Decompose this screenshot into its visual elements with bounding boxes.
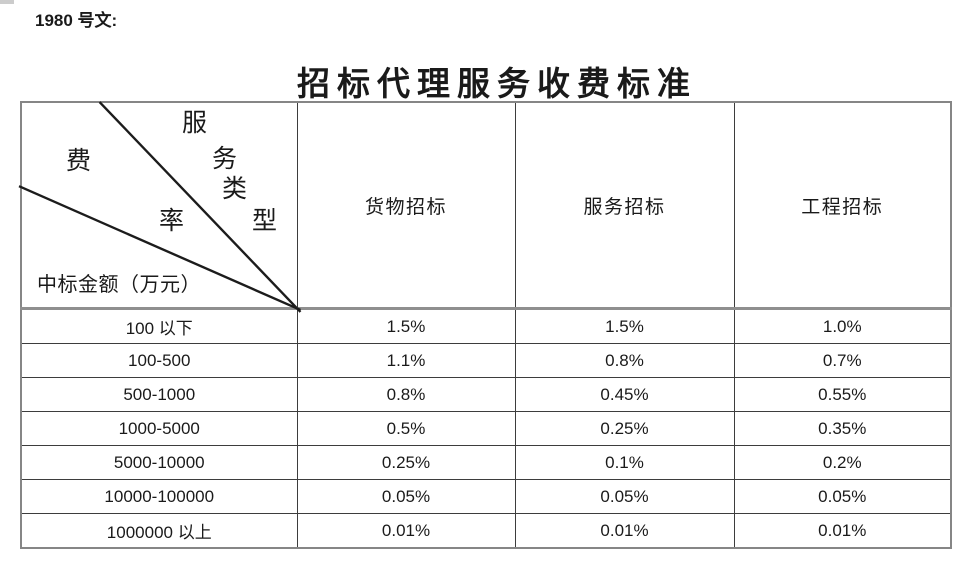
amount-range-cell: 5000-10000	[20, 445, 298, 480]
amount-range-cell: 10000-100000	[20, 479, 298, 514]
rate-cell: 1.5%	[296, 308, 516, 344]
table-row: 100-500 1.1% 0.8% 0.7%	[20, 343, 952, 378]
rate-cell: 0.8%	[514, 343, 735, 378]
page-title: 招标代理服务收费标准	[297, 67, 697, 104]
page-corner-artifact	[0, 0, 14, 4]
rate-cell: 0.2%	[733, 445, 952, 480]
rate-cell: 0.1%	[514, 445, 735, 480]
table-row: 10000-100000 0.05% 0.05% 0.05%	[20, 479, 952, 514]
col-axis-char: 型	[252, 208, 278, 235]
rate-cell: 0.05%	[733, 479, 952, 514]
diagonal-lines	[18, 101, 302, 313]
rate-cell: 0.25%	[296, 445, 516, 480]
row-axis-label: 中标金额（万元）	[37, 274, 201, 296]
table-row: 5000-10000 0.25% 0.1% 0.2%	[20, 445, 952, 480]
rate-cell: 0.5%	[296, 411, 516, 446]
column-header-services: 服务招标	[514, 101, 735, 310]
amount-range-cell: 500-1000	[20, 377, 298, 412]
rate-cell: 1.0%	[733, 308, 952, 344]
rate-cell: 0.05%	[296, 479, 516, 514]
rate-cell: 1.1%	[296, 343, 516, 378]
rate-cell: 0.8%	[296, 377, 516, 412]
amount-range-cell: 100 以下	[20, 308, 298, 344]
doc-reference: 1980 号文:	[35, 11, 118, 30]
rate-axis-char: 率	[159, 208, 185, 235]
amount-range-cell: 1000-5000	[20, 411, 298, 446]
rate-cell: 0.7%	[733, 343, 952, 378]
rate-cell: 0.35%	[733, 411, 952, 446]
col-axis-char: 务	[212, 146, 238, 173]
header-row: 服 务 类 型 费 率 中标金额（万元） 货物招标 服务招标 工程招标	[18, 101, 952, 313]
rate-cell: 0.25%	[514, 411, 735, 446]
table-row: 1000-5000 0.5% 0.25% 0.35%	[20, 411, 952, 446]
table-row: 100 以下 1.5% 1.5% 1.0%	[20, 308, 952, 344]
rate-axis-char: 费	[66, 148, 92, 175]
rate-cell: 0.01%	[514, 513, 735, 549]
table-row: 1000000 以上 0.01% 0.01% 0.01%	[20, 513, 952, 549]
diagonal-line-lower	[18, 185, 301, 312]
column-header-goods: 货物招标	[296, 101, 516, 310]
amount-range-cell: 100-500	[20, 343, 298, 378]
corner-header-cell: 服 务 类 型 费 率 中标金额（万元）	[18, 101, 302, 313]
amount-range-cell: 1000000 以上	[20, 513, 298, 549]
table-row: 500-1000 0.8% 0.45% 0.55%	[20, 377, 952, 412]
rate-cell: 1.5%	[514, 308, 735, 344]
col-axis-char: 服	[182, 110, 208, 137]
col-axis-char: 类	[222, 176, 248, 203]
rate-cell: 0.01%	[296, 513, 516, 549]
fee-standard-table: 服 务 类 型 费 率 中标金额（万元） 货物招标 服务招标 工程招标 100 …	[18, 101, 952, 549]
column-header-engineering: 工程招标	[733, 101, 952, 310]
rate-cell: 0.05%	[514, 479, 735, 514]
rate-cell: 0.01%	[733, 513, 952, 549]
diagonal-line-upper	[98, 101, 302, 313]
rate-cell: 0.55%	[733, 377, 952, 412]
rate-cell: 0.45%	[514, 377, 735, 412]
